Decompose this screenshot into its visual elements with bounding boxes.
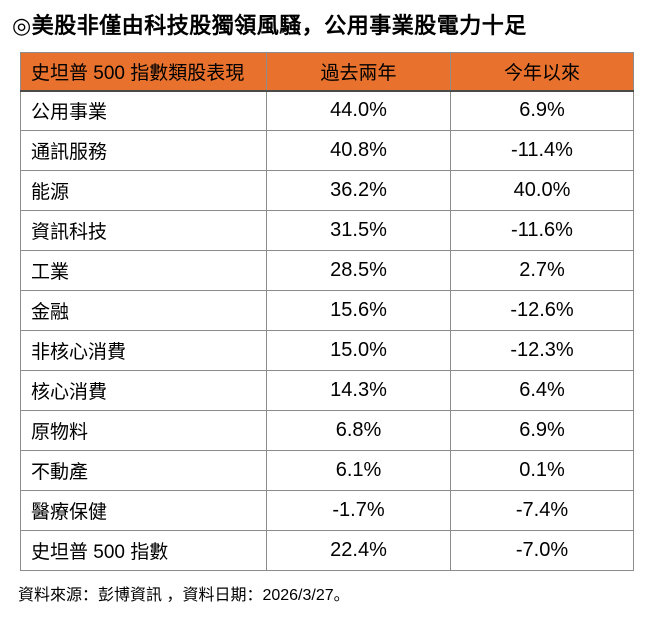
two-year-value: 15.0% [266,330,451,371]
sector-name: 核心消費 [20,370,267,411]
sector-name: 史坦普 500 指數 [20,530,267,571]
page-title: ◎美股非僅由科技股獨領風騷，公用事業股電力十足 [12,13,527,38]
ytd-value: -11.4% [450,130,634,171]
table-row: 能源 36.2% 40.0% [20,170,634,211]
ytd-value: -11.6% [450,210,634,251]
table-row: 工業 28.5% 2.7% [20,250,634,291]
sector-name: 醫療保健 [20,490,267,531]
ytd-value: 0.1% [450,450,634,491]
two-year-value: 14.3% [266,370,451,411]
table-header-row: 史坦普 500 指數類股表現 過去兩年 今年以來 [20,52,634,92]
table-row: 史坦普 500 指數 22.4% -7.0% [20,530,634,571]
table-row: 非核心消費 15.0% -12.3% [20,330,634,371]
ytd-value: 6.4% [450,370,634,411]
sector-name: 原物料 [20,410,267,451]
header-sector: 史坦普 500 指數類股表現 [20,52,267,92]
ytd-value: -12.3% [450,330,634,371]
two-year-value: 15.6% [266,290,451,331]
table-row: 通訊服務 40.8% -11.4% [20,130,634,171]
page: ◎美股非僅由科技股獨領風騷，公用事業股電力十足 史坦普 500 指數類股表現 過… [0,8,663,605]
ytd-value: 6.9% [450,90,634,131]
two-year-value: 44.0% [266,90,451,131]
two-year-value: 6.8% [266,410,451,451]
two-year-value: 36.2% [266,170,451,211]
two-year-value: 6.1% [266,450,451,491]
table-row: 核心消費 14.3% 6.4% [20,370,634,411]
table-row: 公用事業 44.0% 6.9% [20,90,634,131]
two-year-value: 28.5% [266,250,451,291]
header-ytd: 今年以來 [450,52,634,92]
two-year-value: -1.7% [266,490,451,531]
ytd-value: 2.7% [450,250,634,291]
table-row: 醫療保健 -1.7% -7.4% [20,490,634,531]
sector-name: 不動產 [20,450,267,491]
two-year-value: 40.8% [266,130,451,171]
sector-name: 通訊服務 [20,130,267,171]
sector-performance-table: 史坦普 500 指數類股表現 過去兩年 今年以來 公用事業 44.0% 6.9%… [20,52,634,571]
table-row: 金融 15.6% -12.6% [20,290,634,331]
table-row: 資訊科技 31.5% -11.6% [20,210,634,251]
two-year-value: 31.5% [266,210,451,251]
two-year-value: 22.4% [266,530,451,571]
source-note: 資料來源：彭博資訊 ，資料日期：2026/3/27。 [18,587,350,604]
sector-name: 能源 [20,170,267,211]
ytd-value: 6.9% [450,410,634,451]
sector-name: 資訊科技 [20,210,267,251]
sector-name: 非核心消費 [20,330,267,371]
ytd-value: -7.4% [450,490,634,531]
sector-name: 公用事業 [20,90,267,131]
ytd-value: -12.6% [450,290,634,331]
sector-name: 工業 [20,250,267,291]
ytd-value: -7.0% [450,530,634,571]
header-two-year: 過去兩年 [266,52,451,92]
sector-name: 金融 [20,290,267,331]
table-row: 不動產 6.1% 0.1% [20,450,634,491]
ytd-value: 40.0% [450,170,634,211]
table-row: 原物料 6.8% 6.9% [20,410,634,451]
